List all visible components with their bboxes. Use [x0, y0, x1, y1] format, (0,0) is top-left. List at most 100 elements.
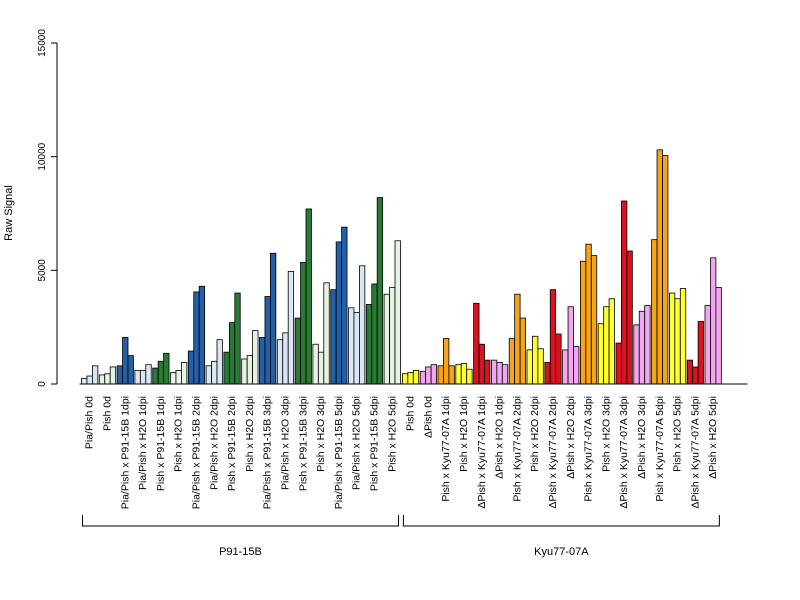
bar: [532, 335, 539, 385]
bar: [269, 252, 277, 385]
bar: [223, 351, 230, 385]
bars: [79, 149, 748, 385]
bar: [259, 336, 266, 385]
bar: [407, 372, 414, 385]
bar: [358, 265, 366, 385]
bar: [549, 289, 557, 385]
bar: [383, 293, 390, 385]
bar: [175, 369, 182, 385]
bar: [621, 200, 628, 385]
bar: [437, 365, 444, 385]
bar: [376, 197, 384, 385]
x-tick-label: Pish x P91-15B 2dpi: [226, 396, 238, 491]
x-tick-label: Pish x H2O 2dpi: [244, 396, 256, 472]
bar: [264, 296, 271, 385]
bar: [615, 342, 622, 385]
bar: [241, 358, 248, 385]
bar: [466, 368, 473, 385]
x-tick-label: Pia/Pish x H2O 5dpi: [351, 396, 363, 490]
bar: [448, 365, 455, 385]
bar: [187, 350, 195, 385]
bar: [412, 369, 420, 385]
group-label: P91-15B: [219, 546, 262, 558]
y-axis: 0 5000 10000 15000: [37, 29, 58, 387]
bar: [496, 361, 503, 385]
bar: [692, 366, 699, 385]
bar: [514, 293, 521, 385]
bar: [567, 306, 574, 385]
bar: [92, 365, 99, 385]
bar: [490, 359, 498, 385]
bar: [590, 255, 598, 385]
bar: [544, 361, 551, 385]
bar: [501, 364, 509, 385]
bar: [139, 369, 147, 385]
x-tick-label: Pish x Kyu77-07A 5dpi: [654, 396, 666, 502]
bar: [312, 343, 319, 385]
bar: [152, 367, 159, 385]
x-tick-label: Pia/Pish x P91-15B 2dpi: [190, 396, 202, 509]
bar: [216, 339, 223, 385]
bar: [526, 349, 533, 385]
bar: [669, 292, 676, 385]
x-tick-label: ΔPish x Kyu77-07A 2dpi: [547, 396, 559, 509]
bar: [134, 369, 141, 385]
y-tick-label: 5000: [37, 259, 48, 282]
y-tick-label: 0: [37, 381, 48, 387]
bar: [519, 317, 526, 385]
group-bracket: [82, 515, 399, 527]
bar: [198, 285, 206, 385]
y-tick-label: 15000: [37, 29, 48, 57]
bar: [633, 324, 640, 385]
bar: [282, 332, 289, 385]
x-tick-label: Pish x Kyu77-07A 1dpi: [440, 396, 452, 502]
bar: [294, 317, 301, 385]
bar: [603, 306, 610, 385]
x-tick-label: ΔPish x Kyu77-07A 1dpi: [476, 396, 488, 509]
bar: [555, 333, 562, 385]
bar: [371, 283, 378, 385]
x-tick-label: ΔPish x Kyu77-07A 3dpi: [618, 396, 630, 509]
bar: [425, 366, 432, 385]
bar: [638, 310, 646, 385]
bar: [626, 250, 633, 385]
x-tick-label: Pish x P91-15B 1dpi: [155, 396, 167, 491]
x-tick-label: Pish x H2O 1dpi: [173, 396, 185, 472]
bar: [330, 289, 337, 385]
bar: [98, 374, 106, 385]
x-tick-label: Pish 0d: [101, 396, 113, 431]
bar: [228, 322, 236, 385]
bar: [484, 359, 491, 385]
x-tick-label: Pish x H2O 5dpi: [386, 396, 398, 472]
bar: [651, 239, 658, 385]
bar: [478, 343, 485, 385]
bar: [401, 373, 409, 385]
bar: [127, 355, 134, 385]
x-tick-label: Pish x H2O 5dpi: [672, 396, 684, 472]
x-tick-label: Pia/Pish 0d: [84, 396, 96, 449]
bar: [460, 363, 468, 385]
bar: [335, 241, 342, 385]
group-bracket: [402, 515, 720, 527]
bar: [644, 305, 651, 385]
bar: [585, 243, 592, 385]
x-tick-label: Pia/Pish x P91-15B 1dpi: [119, 396, 131, 509]
y-axis-label: Raw Signal: [3, 185, 15, 241]
x-tick-label: Pish x P91-15B 5dpi: [368, 396, 380, 491]
bar: [323, 282, 330, 385]
x-tick-label: Pia/Pish x H2O 1dpi: [137, 396, 149, 490]
bar: [562, 349, 569, 385]
bar: [341, 226, 348, 385]
x-tick-label: ΔPish x Kyu77-07A 5dpi: [689, 396, 701, 509]
bar: [252, 330, 259, 385]
bar: [353, 311, 360, 385]
bar: [157, 360, 164, 385]
bar: [116, 365, 123, 385]
bar: [246, 355, 253, 385]
bar: [455, 364, 462, 385]
x-tick-label: Pish x Kyu77-07A 3dpi: [583, 396, 595, 502]
bar: [205, 365, 212, 385]
y-tick-label: 10000: [37, 142, 48, 170]
bar: [109, 366, 117, 385]
